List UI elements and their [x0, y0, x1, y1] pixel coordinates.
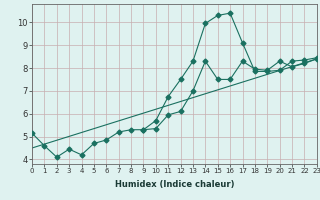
- X-axis label: Humidex (Indice chaleur): Humidex (Indice chaleur): [115, 180, 234, 189]
